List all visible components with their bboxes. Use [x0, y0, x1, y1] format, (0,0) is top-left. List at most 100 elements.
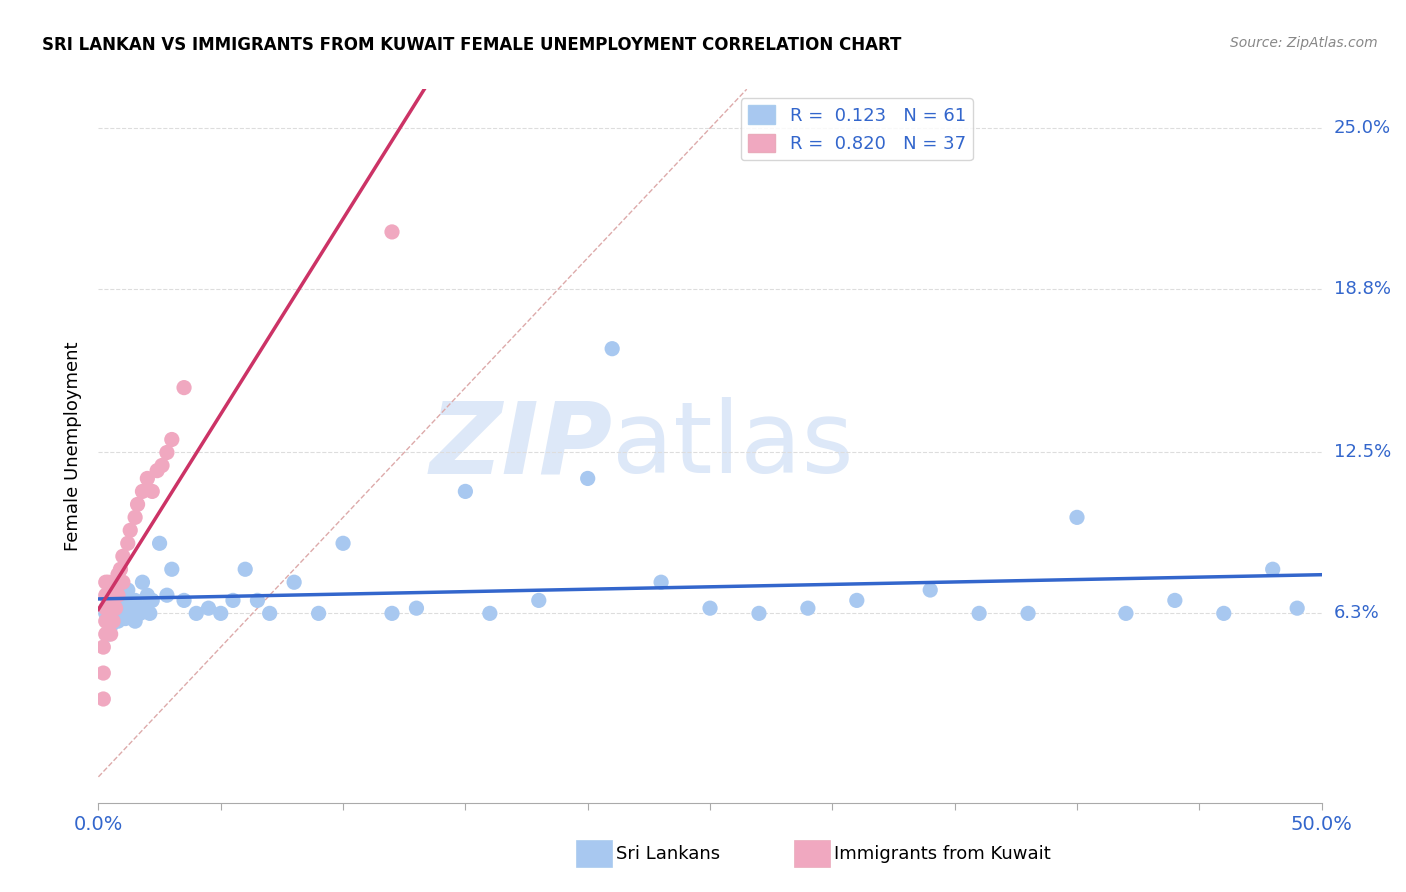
Text: ZIP: ZIP	[429, 398, 612, 494]
Point	[1212, 607, 1234, 621]
Point	[136, 588, 159, 602]
Point	[246, 593, 269, 607]
Point	[107, 567, 129, 582]
Point	[381, 225, 404, 239]
Point	[134, 601, 156, 615]
Text: 25.0%: 25.0%	[1334, 120, 1391, 137]
Point	[97, 614, 120, 628]
Point	[94, 588, 117, 602]
Point	[110, 604, 132, 618]
Point	[259, 607, 281, 621]
Point	[308, 607, 330, 621]
Point	[197, 601, 219, 615]
Point	[100, 588, 122, 602]
Point	[149, 536, 172, 550]
Point	[131, 484, 153, 499]
Point	[186, 607, 208, 621]
Point	[127, 497, 149, 511]
Point	[100, 582, 122, 597]
Point	[381, 607, 404, 621]
Point	[91, 666, 114, 681]
Point	[283, 575, 305, 590]
Point	[117, 601, 139, 615]
Point	[150, 458, 173, 473]
Point	[111, 575, 134, 590]
Point	[94, 627, 117, 641]
Point	[110, 562, 132, 576]
Legend: R =  0.123   N = 61, R =  0.820   N = 37: R = 0.123 N = 61, R = 0.820 N = 37	[741, 98, 973, 161]
Point	[967, 607, 990, 621]
Point	[600, 342, 623, 356]
Point	[173, 593, 195, 607]
Point	[94, 607, 117, 621]
Point	[107, 614, 129, 628]
Point	[650, 575, 672, 590]
Point	[111, 607, 134, 621]
Point	[97, 575, 120, 590]
Point	[104, 609, 127, 624]
Point	[120, 524, 142, 538]
Point	[94, 575, 117, 590]
Point	[101, 593, 124, 607]
Point	[141, 484, 163, 499]
Point	[91, 640, 114, 654]
Text: Immigrants from Kuwait: Immigrants from Kuwait	[834, 845, 1050, 863]
Point	[233, 562, 256, 576]
Point	[576, 471, 599, 485]
Point	[156, 588, 179, 602]
Point	[699, 601, 721, 615]
Text: 18.8%: 18.8%	[1334, 280, 1391, 298]
Point	[454, 484, 477, 499]
Point	[104, 601, 127, 615]
Point	[101, 614, 124, 628]
Point	[124, 614, 146, 628]
Point	[797, 601, 820, 615]
Point	[127, 601, 149, 615]
Text: 12.5%: 12.5%	[1334, 443, 1391, 461]
Point	[156, 445, 179, 459]
Point	[114, 611, 136, 625]
Point	[94, 614, 117, 628]
Point	[120, 599, 142, 613]
Point	[100, 619, 122, 633]
Point	[405, 601, 427, 615]
Point	[920, 582, 942, 597]
Point	[117, 536, 139, 550]
Point	[1115, 607, 1137, 621]
Text: Source: ZipAtlas.com: Source: ZipAtlas.com	[1230, 36, 1378, 50]
Text: SRI LANKAN VS IMMIGRANTS FROM KUWAIT FEMALE UNEMPLOYMENT CORRELATION CHART: SRI LANKAN VS IMMIGRANTS FROM KUWAIT FEM…	[42, 36, 901, 54]
Point	[101, 575, 124, 590]
Point	[107, 588, 129, 602]
Point	[160, 562, 183, 576]
Point	[111, 593, 134, 607]
Point	[129, 607, 152, 621]
Y-axis label: Female Unemployment: Female Unemployment	[65, 342, 83, 550]
Point	[1286, 601, 1309, 615]
Point	[141, 593, 163, 607]
Point	[111, 549, 134, 564]
Point	[97, 593, 120, 607]
Point	[527, 593, 550, 607]
Point	[1261, 562, 1284, 576]
Point	[1164, 593, 1187, 607]
Point	[121, 607, 143, 621]
Point	[107, 582, 129, 597]
Text: Sri Lankans: Sri Lankans	[616, 845, 720, 863]
Point	[1066, 510, 1088, 524]
Point	[101, 601, 124, 615]
Point	[478, 607, 501, 621]
Point	[131, 575, 153, 590]
Point	[94, 601, 117, 615]
Point	[124, 593, 146, 607]
Point	[748, 607, 770, 621]
Text: 6.3%: 6.3%	[1334, 605, 1379, 623]
Point	[209, 607, 232, 621]
Point	[222, 593, 245, 607]
Point	[146, 464, 169, 478]
Point	[136, 471, 159, 485]
Point	[173, 381, 195, 395]
Point	[100, 627, 122, 641]
Point	[845, 593, 868, 607]
Text: atlas: atlas	[612, 398, 853, 494]
Point	[100, 601, 122, 615]
